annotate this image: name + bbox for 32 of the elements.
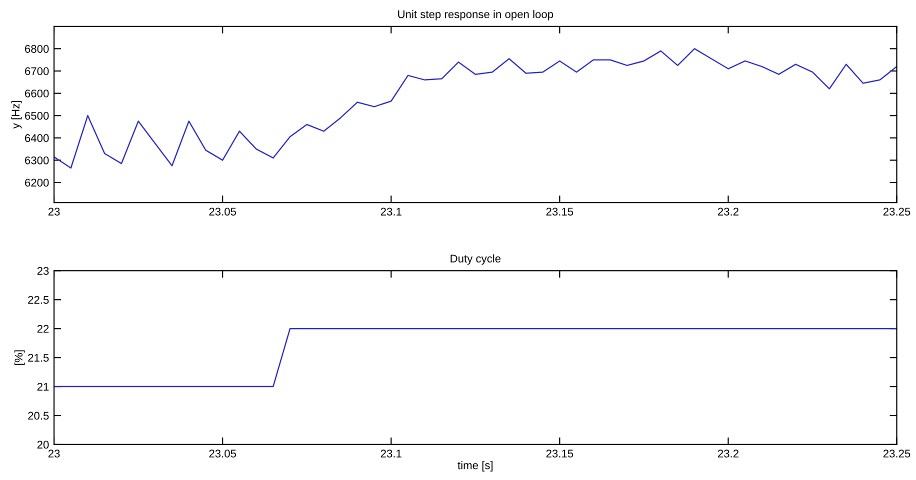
y-tick-label: 6500	[25, 112, 49, 120]
x-tick-label: 23.05	[209, 450, 236, 458]
y-tick-label: 23	[37, 266, 49, 275]
y-axis-title: y [Hz]	[11, 101, 22, 129]
y-tick-label: 21	[37, 382, 49, 391]
y-tick-label: 21.5	[28, 354, 49, 362]
line-series	[54, 48, 897, 169]
x-tick-label: 23.15	[546, 208, 574, 216]
x-tick-label: 23	[48, 208, 60, 216]
y-tick-label: 6300	[25, 156, 49, 164]
x-tick-label: 23	[48, 450, 60, 458]
y-tick-label: 6800	[25, 44, 49, 53]
y-tick-label: 22	[37, 324, 49, 333]
y-tick-label: 6700	[25, 67, 49, 76]
x-tick-label: 23.05	[209, 208, 236, 216]
y-tick-label: 6400	[25, 134, 49, 142]
y-tick-label: 20.5	[28, 412, 49, 420]
x-tick-label: 23.1	[380, 208, 402, 216]
x-tick-label: 23.25	[883, 450, 910, 458]
y-tick-label: 6200	[25, 178, 49, 187]
x-tick-label: 23.25	[883, 208, 910, 216]
y-axis-title: [%]	[14, 350, 25, 365]
x-tick-label: 23.15	[546, 450, 574, 458]
y-tick-label: 6600	[25, 90, 49, 98]
chart-title: Unit step response in open loop	[398, 10, 554, 20]
x-tick-label: 23.1	[380, 450, 402, 458]
chart-title: Duty cycle	[450, 254, 501, 265]
y-tick-label: 22.5	[28, 296, 49, 304]
x-axis-title: time [s]	[458, 461, 493, 472]
x-tick-label: 23.2	[718, 208, 738, 216]
x-tick-label: 23.2	[718, 450, 738, 458]
y-tick-label: 20	[37, 440, 49, 449]
